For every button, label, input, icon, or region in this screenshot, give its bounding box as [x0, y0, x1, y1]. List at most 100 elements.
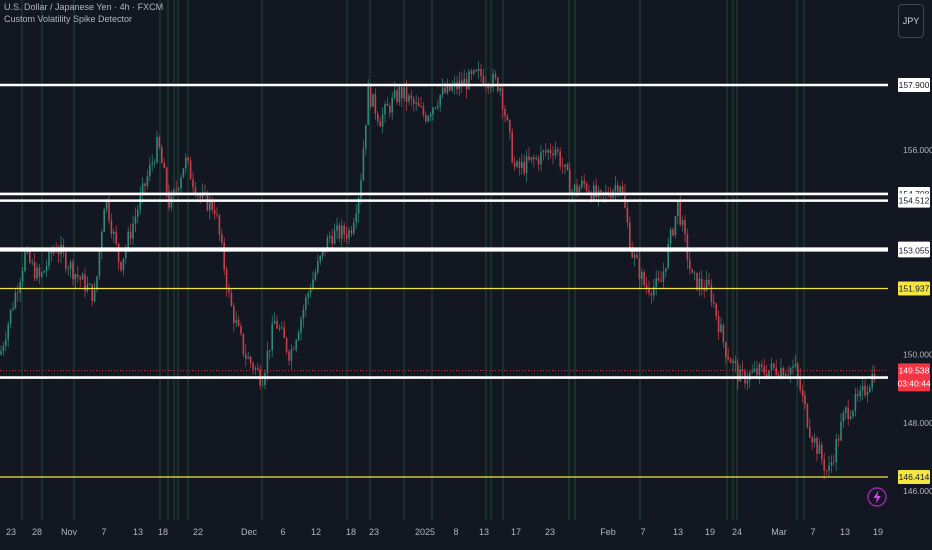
candle-body — [480, 68, 482, 76]
candle-body — [353, 222, 355, 234]
candle-body — [293, 349, 295, 351]
candle-body — [547, 149, 549, 153]
candle-body — [84, 274, 86, 292]
candle-body — [86, 284, 89, 292]
candle-body — [859, 390, 861, 397]
candle-body — [684, 220, 686, 235]
candle-body — [691, 269, 693, 274]
candle-body — [374, 93, 377, 114]
candle-body — [120, 261, 122, 271]
candle-body — [746, 380, 749, 384]
candle-body — [273, 320, 276, 324]
candle-body — [50, 250, 53, 254]
candle-body — [492, 73, 494, 88]
candle-body — [355, 213, 357, 223]
candle-body — [141, 183, 144, 195]
candle-body — [67, 268, 69, 270]
candle-body — [192, 179, 194, 188]
candle-body — [811, 437, 813, 443]
candle-body — [290, 349, 293, 361]
candle-body — [780, 367, 782, 378]
candle-body — [144, 183, 146, 187]
candle-body — [804, 395, 806, 405]
candle-body — [156, 137, 158, 163]
indicator-name: Custom Volatility Spike Detector — [4, 14, 133, 24]
candle-body — [247, 356, 249, 359]
candle-body — [677, 201, 679, 217]
level-label-box — [898, 281, 930, 296]
candle-body — [830, 462, 833, 466]
candle-body — [722, 324, 725, 343]
candle-body — [365, 124, 367, 149]
level-labels: 157.900154.708154.512153.105153.055151.9… — [897, 78, 931, 484]
candle-body — [840, 421, 842, 441]
candle-body — [180, 177, 182, 189]
candle-body — [19, 281, 21, 293]
candle-body — [444, 87, 446, 93]
candle-body — [96, 276, 98, 290]
level-label-box — [898, 470, 930, 484]
candle-body — [261, 385, 264, 386]
candle-body — [405, 87, 408, 102]
candle-body — [535, 157, 537, 160]
candle-body — [41, 272, 43, 277]
time-tick-label: 23 — [6, 527, 16, 537]
candle-body — [561, 166, 564, 167]
candle-body — [751, 371, 753, 373]
candle-body — [761, 364, 763, 367]
level-label-text: 153.055 — [899, 245, 930, 255]
candle-body — [125, 248, 127, 259]
candle-body — [725, 342, 727, 357]
candle-body — [398, 87, 401, 103]
currency-button[interactable]: JPY — [898, 4, 924, 38]
time-tick-label: 13 — [133, 527, 143, 537]
lightning-icon[interactable] — [867, 487, 887, 507]
candle-body — [269, 349, 271, 352]
candle-body — [396, 90, 398, 103]
candle-body — [540, 152, 542, 165]
time-tick-label: 18 — [346, 527, 356, 537]
candle-body — [410, 95, 413, 99]
time-tick-label: Feb — [600, 527, 616, 537]
candle-body — [403, 87, 405, 99]
candle-body — [189, 160, 192, 180]
candle-body — [499, 88, 501, 91]
candle-body — [600, 190, 602, 193]
candle-body — [583, 180, 585, 184]
candle-body — [321, 249, 324, 256]
candle-body — [81, 274, 84, 280]
candle-body — [177, 188, 180, 190]
time-tick-label: 13 — [840, 527, 850, 537]
candle-body — [391, 97, 393, 113]
candle-body — [621, 186, 624, 194]
candle-body — [845, 407, 847, 413]
candle-body — [360, 180, 362, 199]
candle-body — [187, 157, 189, 161]
candle-body — [473, 70, 475, 74]
candle-body — [585, 183, 588, 191]
candle-body — [701, 278, 703, 288]
candle-body — [449, 83, 451, 91]
candle-body — [578, 187, 581, 193]
candle-body — [386, 103, 389, 106]
time-tick-label: 23 — [369, 527, 379, 537]
candle-body — [857, 394, 859, 397]
candle-body — [165, 167, 168, 192]
candle-body — [415, 102, 417, 104]
time-tick-label: 8 — [453, 527, 458, 537]
candle-body — [429, 114, 432, 117]
candle-body — [629, 222, 631, 248]
candle-body — [249, 356, 252, 364]
candle-body — [672, 229, 674, 236]
candle-body — [861, 385, 864, 391]
candle-body — [93, 289, 96, 302]
candle-body — [182, 168, 185, 178]
candle-body — [813, 437, 816, 443]
candle-body — [309, 289, 312, 294]
candle-body — [641, 271, 643, 280]
candle-body — [422, 106, 425, 115]
level-label-text: 154.512 — [899, 196, 930, 206]
candle-body — [2, 345, 5, 351]
candle-body — [369, 85, 372, 107]
